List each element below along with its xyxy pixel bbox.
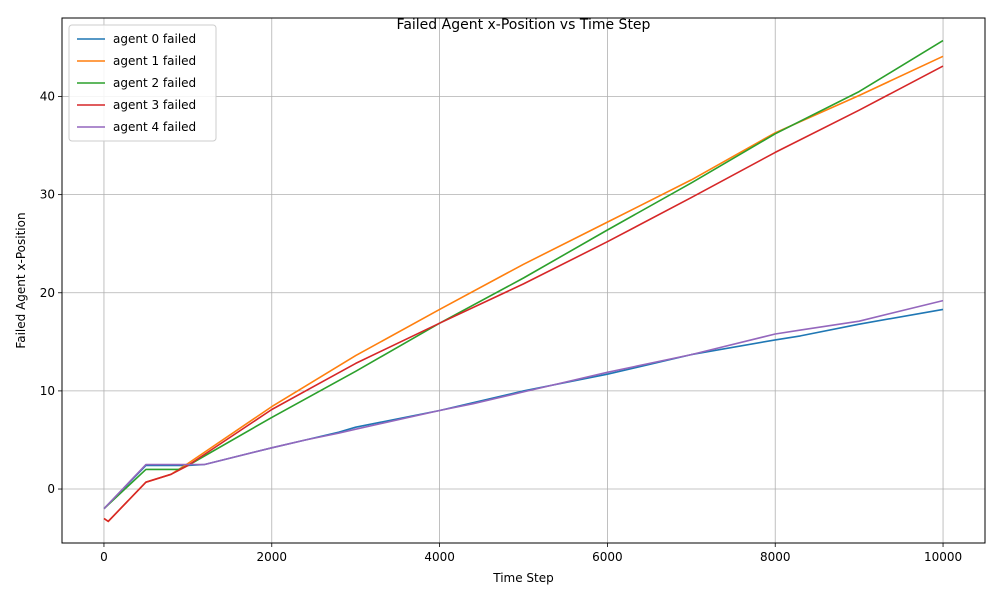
series-line-agent-4 <box>103 299 944 510</box>
series-lines <box>103 39 944 523</box>
x-tick-label: 6000 <box>592 550 623 564</box>
y-tick-label: 20 <box>40 286 55 300</box>
legend-entry-label: agent 0 failed <box>113 32 196 46</box>
y-tick-label: 10 <box>40 384 55 398</box>
x-tick-label: 4000 <box>424 550 455 564</box>
legend-entry-label: agent 2 failed <box>113 76 196 90</box>
x-axis-label: Time Step <box>492 571 554 585</box>
legend-entry-label: agent 3 failed <box>113 98 196 112</box>
legend: agent 0 failed agent 1 failed agent 2 fail… <box>68 24 217 142</box>
grid <box>62 18 985 543</box>
legend-entry-label: agent 4 failed <box>113 120 196 134</box>
y-tick-label: 40 <box>40 90 55 104</box>
plot-frame <box>61 17 986 544</box>
x-tick-label: 2000 <box>256 550 287 564</box>
series-line-agent-3 <box>103 65 944 523</box>
x-tick-label: 0 <box>100 550 108 564</box>
x-tick-label: 8000 <box>760 550 791 564</box>
y-axis-label: Failed Agent x-Position <box>14 212 28 348</box>
y-tick-label: 30 <box>40 188 55 202</box>
legend-entry-label: agent 1 failed <box>113 54 196 68</box>
x-tick-label: 10000 <box>924 550 962 564</box>
axis-ticks: 0 2000 4000 6000 8000 10000 0 10 20 30 40 <box>40 90 962 564</box>
legend-box <box>68 24 217 142</box>
chart-title: Failed Agent x-Position vs Time Step <box>397 17 651 33</box>
y-tick-label: 0 <box>47 482 55 496</box>
